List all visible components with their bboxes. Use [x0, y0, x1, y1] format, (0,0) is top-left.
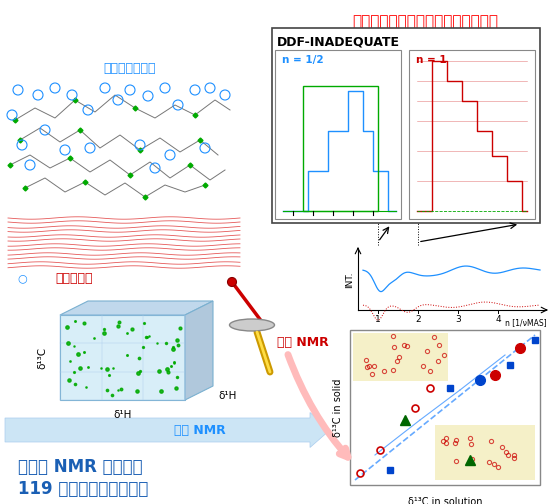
- Polygon shape: [185, 301, 213, 400]
- Text: δ¹³C in solution: δ¹³C in solution: [408, 497, 482, 504]
- Text: 3: 3: [455, 315, 461, 324]
- Text: 2: 2: [415, 315, 421, 324]
- Text: 溶液 NMR: 溶液 NMR: [174, 423, 226, 436]
- Bar: [303, 86, 378, 211]
- Text: 固体 NMR: 固体 NMR: [277, 336, 329, 348]
- Text: ヘミセルロース: ヘミセルロース: [104, 61, 156, 75]
- Polygon shape: [60, 315, 185, 400]
- Text: n [1/νMAS]: n [1/νMAS]: [505, 318, 547, 327]
- Text: δ¹H: δ¹H: [218, 391, 236, 401]
- FancyArrowPatch shape: [288, 355, 348, 457]
- Text: 4: 4: [495, 315, 501, 324]
- Bar: [275, 50, 401, 219]
- Text: 119 シグナルを同定！！: 119 シグナルを同定！！: [18, 480, 149, 498]
- Text: δ¹H: δ¹H: [113, 410, 131, 420]
- Text: 1: 1: [375, 315, 381, 324]
- Bar: [409, 50, 535, 219]
- Text: n = 1/2: n = 1/2: [282, 55, 323, 65]
- Bar: [353, 333, 448, 381]
- Text: ○: ○: [17, 273, 27, 283]
- Bar: [435, 425, 535, 480]
- Text: DDF-INADEQUATE: DDF-INADEQUATE: [277, 35, 400, 48]
- Text: INT.: INT.: [345, 272, 355, 288]
- Ellipse shape: [229, 319, 274, 331]
- Circle shape: [228, 278, 236, 286]
- Polygon shape: [60, 301, 213, 315]
- Text: 多次元 NMR 法を駆使: 多次元 NMR 法を駆使: [18, 458, 142, 476]
- Text: セルロース: セルロース: [55, 272, 92, 284]
- Text: 物性の違いを利用してシグナル分離: 物性の違いを利用してシグナル分離: [352, 14, 498, 29]
- Bar: [350, 330, 540, 485]
- Text: δ¹³C: δ¹³C: [37, 346, 47, 368]
- Text: δ¹³C in solid: δ¹³C in solid: [333, 379, 343, 436]
- FancyArrow shape: [5, 412, 330, 448]
- Bar: [272, 28, 540, 223]
- Text: n = 1: n = 1: [416, 55, 447, 65]
